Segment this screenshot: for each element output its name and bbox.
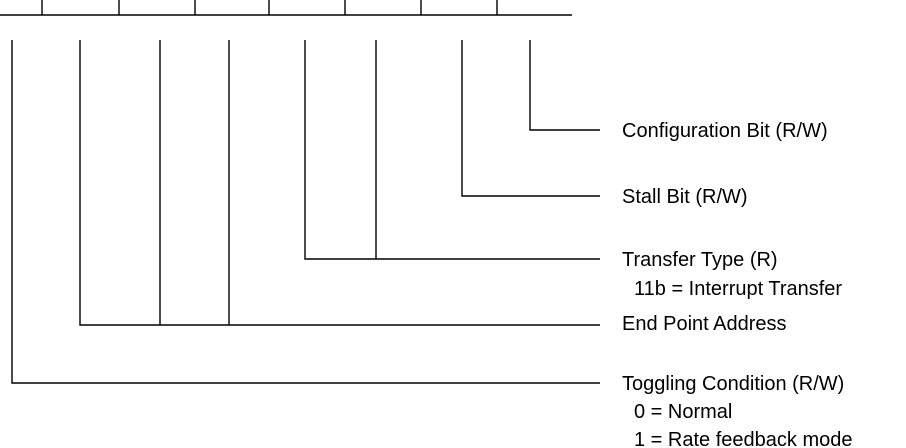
field-title-configuration-bit: Configuration Bit (R/W) [622,120,828,142]
field-note-toggling-rate-feedback: 1 = Rate feedback mode [634,429,852,448]
connector-end-point-address [79,40,600,326]
connector-toggling-condition [11,40,600,384]
field-title-transfer-type: Transfer Type (R) [622,249,778,271]
field-title-end-point-address: End Point Address [622,313,787,335]
field-note-transfer-type: 11b = Interrupt Transfer [634,278,842,300]
connector-transfer-type [304,40,600,260]
connector-configuration-bit [529,40,600,131]
register-cells [0,0,572,16]
field-title-toggling-condition: Toggling Condition (R/W) [622,373,844,395]
field-title-stall-bit: Stall Bit (R/W) [622,186,748,208]
field-note-toggling-normal: 0 = Normal [634,401,732,423]
connector-stall-bit [461,40,600,197]
